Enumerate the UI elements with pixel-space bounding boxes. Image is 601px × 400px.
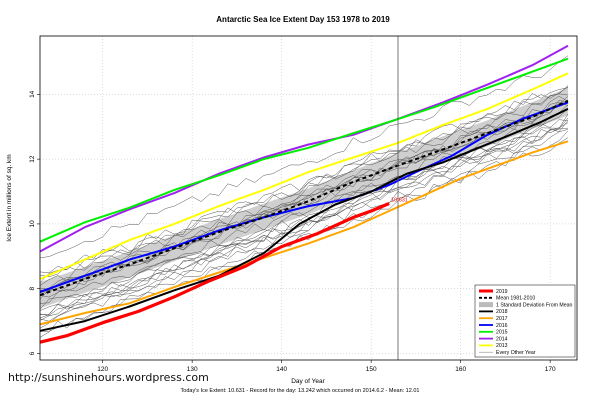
y-tick-label: 14 bbox=[29, 90, 36, 98]
other-year-line bbox=[39, 85, 569, 283]
x-tick-label: 160 bbox=[455, 366, 466, 373]
other-year-line bbox=[39, 120, 569, 321]
series-line-2018 bbox=[39, 108, 569, 332]
legend-label: 2015 bbox=[496, 330, 508, 336]
x-axis: 120 130 140 150 160 170 bbox=[97, 360, 556, 373]
series-line-2019 bbox=[39, 202, 390, 344]
other-year-line bbox=[39, 96, 569, 298]
series-line-2013 bbox=[39, 72, 569, 280]
chart-title: Antarctic Sea Ice Extent Day 153 1978 to… bbox=[216, 15, 390, 24]
legend-label: 2018 bbox=[496, 309, 508, 315]
legend-label: Mean 1981-2010 bbox=[496, 296, 535, 302]
x-tick-label: 140 bbox=[276, 366, 287, 373]
other-years-lines bbox=[39, 55, 569, 338]
other-year-line bbox=[39, 122, 569, 319]
x-axis-label: Day of Year bbox=[291, 378, 325, 385]
legend-label: 2014 bbox=[496, 336, 508, 342]
y-tick-label: 12 bbox=[29, 155, 36, 163]
x-tick-label: 170 bbox=[545, 366, 556, 373]
grid bbox=[40, 36, 577, 360]
other-year-line bbox=[39, 127, 569, 322]
series-line-2014 bbox=[39, 44, 569, 253]
other-year-line bbox=[39, 113, 569, 316]
x-tick-label: 130 bbox=[187, 366, 198, 373]
other-year-line bbox=[39, 104, 569, 304]
y-tick-label: 8 bbox=[29, 287, 36, 291]
other-year-line bbox=[39, 86, 569, 278]
legend-label: 2016 bbox=[496, 323, 508, 329]
plot-frame bbox=[39, 35, 578, 361]
legend-label: Every Other Year bbox=[496, 350, 536, 356]
other-year-line bbox=[39, 93, 569, 286]
series-line-2016 bbox=[39, 101, 569, 293]
other-year-line bbox=[39, 129, 569, 329]
y-tick-label: 6 bbox=[29, 351, 36, 355]
footer-text: Today's Ice Extent: 10.631 - Record for … bbox=[181, 388, 420, 394]
series-line-2017 bbox=[39, 140, 569, 326]
series-lines bbox=[39, 44, 569, 344]
other-year-line bbox=[39, 101, 569, 300]
series-line-mean-1981-2010 bbox=[39, 99, 569, 297]
legend-swatch bbox=[479, 302, 493, 308]
other-year-line bbox=[39, 102, 569, 295]
other-year-line bbox=[39, 55, 569, 259]
legend-label: 1 Standard Deviation From Mean bbox=[496, 302, 573, 308]
y-axis: 6 8 10 12 14 bbox=[29, 90, 40, 355]
other-year-line bbox=[39, 87, 569, 274]
legend-label: 2019 bbox=[496, 289, 508, 295]
legend-label: 2017 bbox=[496, 316, 508, 322]
y-axis-label: Ice Extent in millions of sq. km bbox=[6, 154, 13, 241]
series-line-2015 bbox=[39, 57, 569, 243]
current-value-annotation: 10.631 bbox=[391, 198, 408, 204]
watermark-url: http://sunshinehours.wordpress.com bbox=[8, 371, 209, 384]
x-tick-label: 120 bbox=[97, 366, 108, 373]
x-tick-label: 150 bbox=[366, 366, 377, 373]
y-tick-label: 10 bbox=[29, 220, 36, 228]
legend-label: 2013 bbox=[496, 343, 508, 349]
